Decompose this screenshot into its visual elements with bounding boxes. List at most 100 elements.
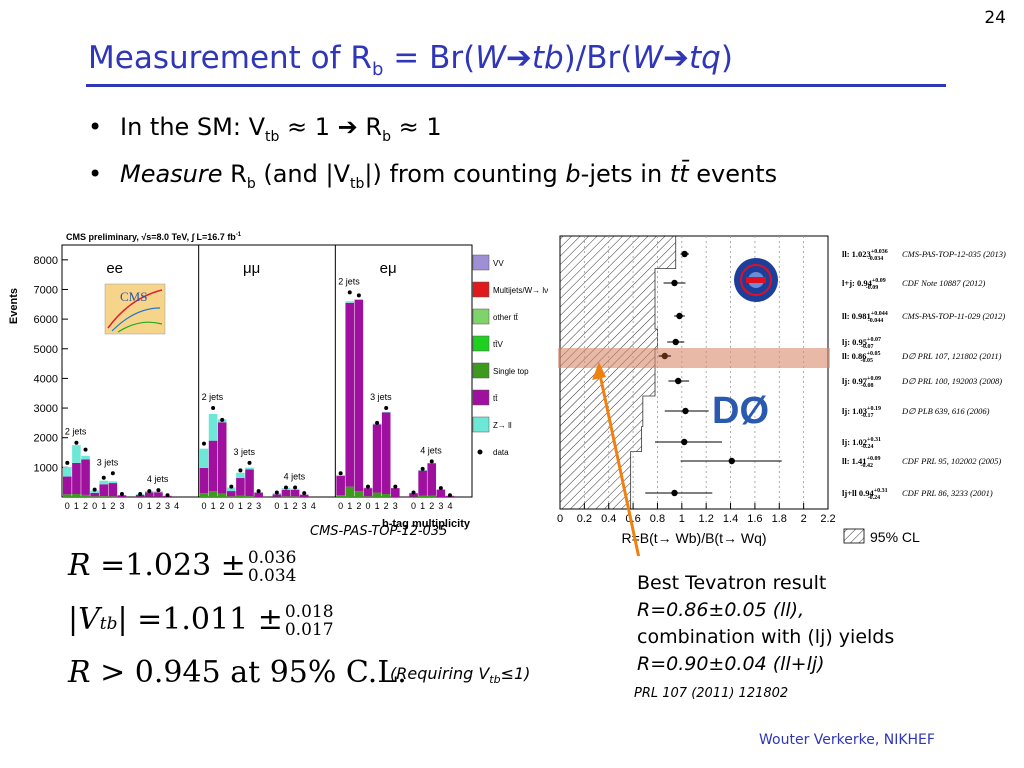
cms-jet-label: 3 jets — [97, 457, 119, 467]
cms-xtick-label: 1 — [420, 501, 425, 511]
cms-stack-bar — [117, 495, 127, 497]
tev-result-label: ll: 1.41+0.09 -0.42 — [842, 456, 880, 469]
cms-stack-bar — [436, 489, 446, 497]
cms-data-point — [92, 487, 97, 492]
cms-stack-bar — [81, 455, 90, 460]
cl95-hatched-region — [559, 235, 677, 510]
author-footer: Wouter Verkerke, NIKHEF — [759, 732, 935, 748]
tev-xtick-label: 1.8 — [772, 513, 787, 525]
cms-data-point — [201, 441, 206, 446]
cms-stack-bar — [72, 445, 81, 463]
cms-ytick-label: 1000 — [34, 462, 58, 474]
cms-stack-bar — [281, 496, 291, 497]
cms-stack-bar — [372, 492, 382, 497]
cms-stack-bar — [72, 462, 81, 495]
bullet-italic: Measure — [120, 160, 223, 188]
tev-result-ref: CMS-PAS-TOP-11-029 (2012) — [902, 311, 1005, 321]
tev-point — [676, 312, 683, 320]
rb-summary-chart: 0 0.2 0.4 0.6 0.8 1 1.2 1.4 1.6 1.8 2 2.2 R=B(t→ Wb… — [557, 235, 1006, 556]
legend-swatch — [472, 335, 490, 352]
cms-stack-bar — [90, 496, 99, 497]
cms-stack-bar — [217, 422, 227, 494]
bullet-text: ≈ 1 — [279, 113, 338, 141]
formula-vtb-sup: 0.018 — [284, 602, 334, 622]
legend-label: tt̄ — [493, 394, 498, 403]
cms-xtick-label: 0 — [365, 501, 370, 511]
cms-xtick-label: 2 — [156, 501, 161, 511]
cms-stack-bar — [245, 467, 254, 470]
cms-plot-frame — [61, 244, 473, 498]
cms-data-point — [101, 475, 106, 480]
cms-stack-bar — [427, 463, 437, 496]
legend-label: Z→ ll — [493, 421, 512, 430]
cms-stack-bar — [108, 496, 118, 497]
requiring-note: (Requiring Vtb≤1) — [390, 664, 530, 686]
cms-xtick-label: 0 — [274, 501, 279, 511]
tev-point — [671, 279, 678, 287]
tevatron-result-box: Best Tevatron result R=0.86±0.05 (ll), c… — [637, 570, 894, 678]
svg-text:CMS: CMS — [120, 289, 147, 304]
page-number: 24 — [984, 8, 1006, 28]
cms-stack-bar — [99, 480, 109, 485]
cms-ytick-label: 4000 — [34, 373, 58, 385]
cms-stack-bar — [354, 298, 364, 300]
cms-xtick-label: 2 — [247, 501, 252, 511]
tev-xtick-label: 1 — [679, 513, 685, 525]
cms-stack-bar — [199, 467, 209, 494]
tev-point — [681, 250, 688, 258]
cms-xtick-label: 1 — [211, 501, 216, 511]
cms-stack-bar — [427, 495, 437, 497]
cms-data-point — [74, 440, 79, 445]
cms-stack-bar — [108, 483, 118, 497]
tev-point — [681, 438, 688, 446]
cms-data-point — [365, 484, 370, 489]
cl95-legend-label: 95% CL — [870, 529, 920, 545]
title-eq: = Br( — [383, 40, 476, 76]
cms-stack-bar — [290, 496, 300, 497]
legend-label: data — [493, 448, 509, 457]
tev-result-label: l+j: 0.94+0.09 -0.09 — [842, 278, 886, 291]
tev-point — [674, 377, 682, 385]
cms-xtick-label: 1 — [147, 501, 152, 511]
cms-jet-label: 4 jets — [420, 445, 442, 455]
cms-stack-bar — [90, 490, 99, 493]
legend-label: Multijets/W→ lν — [493, 286, 548, 295]
tev-xtick-label: 1.4 — [723, 513, 738, 525]
tev-point — [661, 352, 668, 360]
cms-xtick-label: 0 — [411, 501, 416, 511]
cms-xtick-label: 2 — [220, 501, 225, 511]
bullet-italic: tt̄ — [669, 160, 689, 188]
cms-stack-bar — [217, 493, 227, 497]
bullet-dot: • — [88, 113, 103, 141]
cms-xtick-label: 2 — [83, 501, 88, 511]
tevatron-line3: combination with (lj) yields — [637, 626, 895, 648]
bullet-sm: • In the SM: Vtb ≈ 1 ➔ Rb ≈ 1 — [88, 113, 442, 145]
cms-channel-label: eμ — [380, 260, 397, 277]
cms-plot-header: CMS preliminary, √s=8.0 TeV, ∫ L=16.7 fb… — [66, 232, 242, 242]
cms-stack-bar — [81, 494, 90, 497]
cms-data-point — [375, 420, 380, 425]
tev-point — [682, 407, 689, 415]
formula-r-sup: 0.036 — [247, 548, 297, 568]
tev-result-ref: D∅ PLB 639, 616 (2006) — [901, 406, 990, 416]
title-sub-b: b — [371, 59, 384, 81]
tevatron-line1: Best Tevatron result — [637, 572, 827, 594]
tev-xtick-label: 1.6 — [747, 513, 762, 525]
bullet-text: (and |V — [255, 160, 351, 188]
cms-stack-bar — [381, 494, 391, 497]
cms-data-point — [293, 485, 298, 490]
cms-data-point — [411, 490, 416, 495]
cms-xtick-label: 3 — [119, 501, 124, 511]
cms-stack-bar — [299, 494, 309, 497]
formula-limit: R > 0.945 at 95% C.L. — [68, 655, 407, 690]
cms-data-point — [356, 293, 361, 298]
bullet-text: In the SM: V — [120, 113, 266, 141]
cms-stack-bar — [236, 495, 245, 497]
cms-data-point — [119, 492, 124, 497]
tev-result-label: lj: 1.03+0.19 -0.17 — [842, 406, 881, 419]
cms-xtick-label: 3 — [393, 501, 398, 511]
cms-stack-bar — [199, 493, 209, 497]
cms-jet-label: 2 jets — [65, 427, 87, 437]
cms-stack-bar — [145, 492, 154, 497]
bullet-sub: tb — [265, 128, 280, 145]
